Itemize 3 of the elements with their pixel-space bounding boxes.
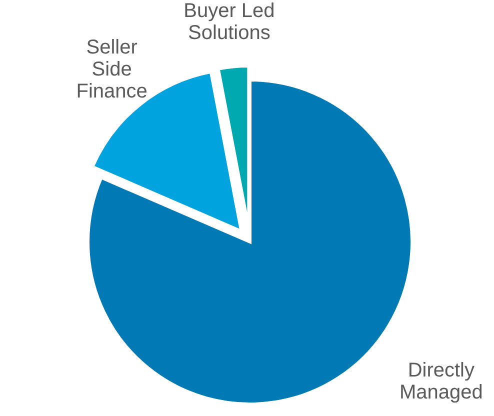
slice-label: Seller Side Finance xyxy=(76,36,148,103)
slice-label: Buyer Led Solutions xyxy=(184,0,275,44)
slice-label: Directly Managed xyxy=(399,359,483,404)
